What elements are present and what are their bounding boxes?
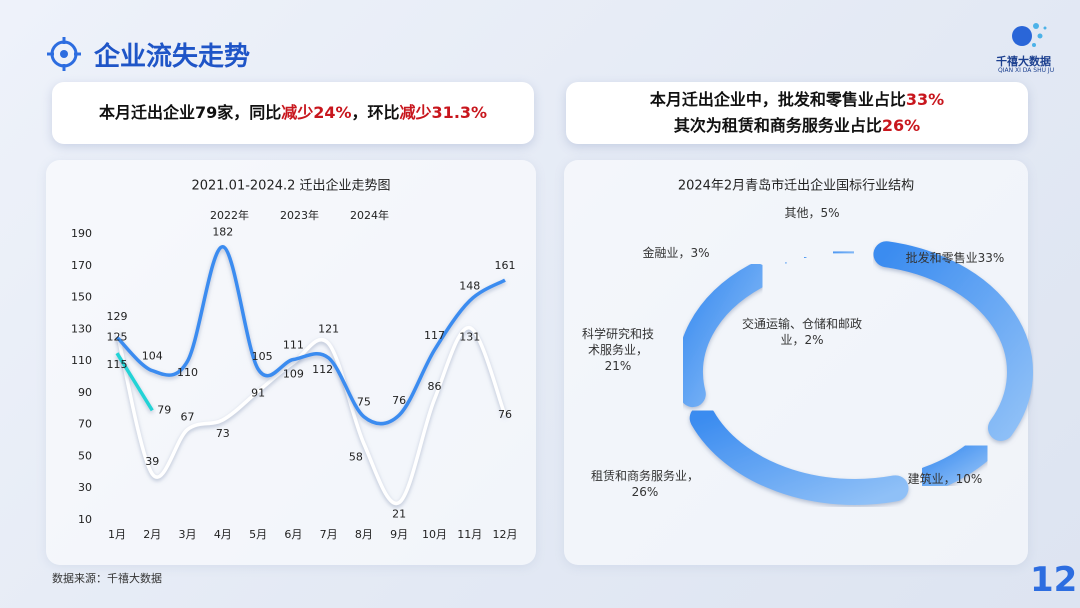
data-label: 131: [459, 331, 480, 344]
donut-segment: [914, 435, 995, 493]
y-tick-label: 70: [78, 418, 92, 431]
page-title: 企业流失走势: [94, 42, 251, 72]
summary-text: 减少31.3%: [399, 103, 488, 122]
line-chart-title: 2021.01-2024.2 迁出企业走势图: [191, 178, 390, 194]
x-tick-label: 2月: [143, 528, 161, 541]
y-tick-label: 90: [78, 386, 92, 399]
data-label: 58: [349, 451, 363, 464]
data-label: 111: [283, 339, 304, 352]
data-label: 110: [177, 366, 198, 379]
donut-label: 其他，5%: [784, 206, 840, 220]
data-label: 105: [252, 350, 273, 363]
y-tick-label: 190: [71, 227, 92, 240]
data-label: 73: [216, 427, 230, 440]
y-tick-label: 150: [71, 291, 92, 304]
summary-text: 减少24%: [281, 103, 352, 122]
source-note: 数据来源：千禧大数据: [52, 572, 162, 585]
x-tick-label: 11月: [457, 528, 482, 541]
logo-sub: QIAN XI DA SHU JU: [998, 67, 1055, 74]
legend-label: 2022年: [210, 208, 249, 222]
summary-right: 本月迁出企业中，批发和零售业占比33% 其次为租赁和商务服务业占比26%: [566, 82, 1028, 144]
donut-segment: [689, 405, 909, 505]
y-tick-label: 30: [78, 481, 92, 494]
page-number: 12: [1030, 560, 1078, 600]
data-label: 112: [312, 363, 333, 376]
summary-text: 33%: [905, 90, 945, 109]
data-label: 115: [107, 358, 128, 371]
data-label: 148: [459, 280, 480, 293]
y-tick-label: 50: [78, 449, 92, 462]
data-label: 67: [181, 410, 195, 423]
x-tick-label: 6月: [284, 528, 302, 541]
logo-icon: [1012, 23, 1047, 47]
title-icon: [47, 37, 81, 71]
y-tick-label: 170: [71, 259, 92, 272]
donut-segment: [873, 241, 1033, 441]
donut-label: 金融业，3%: [642, 246, 710, 260]
summary-text: 26%: [881, 116, 921, 135]
x-tick-label: 1月: [108, 528, 126, 541]
x-tick-label: 3月: [179, 528, 197, 541]
legend-label: 2023年: [280, 208, 319, 222]
x-tick-label: 10月: [422, 528, 447, 541]
y-tick-label: 130: [71, 322, 92, 335]
donut-segment: [677, 263, 769, 408]
data-label: 75: [357, 396, 371, 409]
line-series: [115, 352, 154, 412]
donut-segment: [821, 239, 866, 266]
donut-label: 科学研究和技术服务业，21%: [581, 327, 654, 373]
data-label: 121: [318, 323, 339, 336]
donut-label: 批发和零售业33%: [905, 251, 1005, 265]
x-tick-label: 9月: [390, 528, 408, 541]
data-label: 79: [157, 403, 171, 416]
logo-name: 千禧大数据: [996, 55, 1051, 68]
data-label: 182: [212, 226, 233, 239]
x-tick-label: 7月: [320, 528, 338, 541]
summary-text: 本月迁出企业中，批发和零售业占比: [649, 90, 906, 109]
data-label: 104: [142, 350, 163, 363]
x-tick-label: 5月: [249, 528, 267, 541]
data-label: 117: [424, 329, 445, 342]
x-tick-label: 8月: [355, 528, 373, 541]
data-label: 76: [392, 394, 406, 407]
line-series: [115, 244, 506, 426]
x-tick-label: 12月: [493, 528, 518, 541]
data-label: 39: [145, 455, 159, 468]
data-label: 109: [283, 368, 304, 381]
donut-label: 交通运输、仓储和邮政业，2%: [742, 317, 863, 347]
data-label: 161: [495, 259, 516, 272]
summary-left: 本月迁出企业79家，同比减少24%，环比减少31.3%: [52, 82, 534, 144]
data-label: 125: [107, 330, 128, 343]
legend-label: 2024年: [350, 208, 389, 222]
x-tick-label: 4月: [214, 528, 232, 541]
donut-label: 租赁和商务服务业，26%: [590, 469, 699, 499]
summary-text: 其次为租赁和商务服务业占比: [673, 116, 882, 135]
y-tick-label: 10: [78, 513, 92, 526]
data-label: 86: [427, 380, 441, 393]
data-label: 76: [498, 408, 512, 421]
summary-text: 本月迁出企业79家，同比: [98, 103, 282, 122]
donut-chart-title: 2024年2月青岛市迁出企业国标行业结构: [678, 178, 914, 194]
line-series: [115, 326, 507, 506]
summary-text: ，环比: [351, 103, 400, 122]
donut-label: 建筑业，10%: [907, 472, 983, 486]
data-label: 91: [251, 386, 265, 399]
data-label: 129: [107, 310, 128, 323]
data-label: 21: [392, 508, 406, 521]
y-tick-label: 110: [71, 354, 92, 367]
